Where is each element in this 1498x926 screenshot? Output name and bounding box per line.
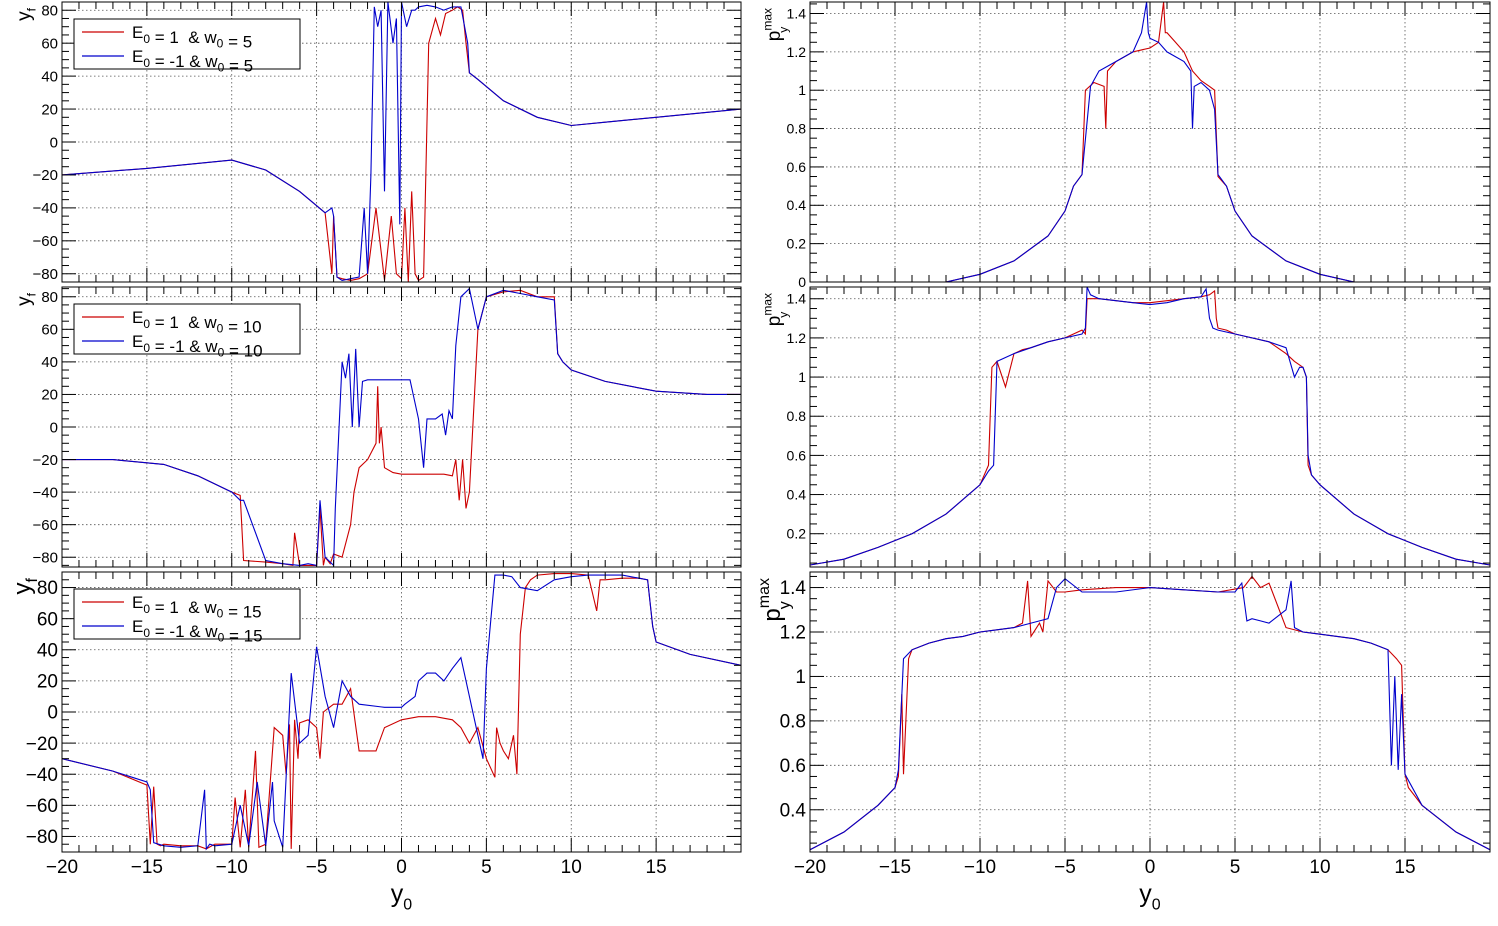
y-tick-label: 1.4 [780, 578, 807, 599]
x-tick-label: 0 [396, 857, 407, 878]
x-tick-label: 15 [1394, 857, 1415, 878]
series-line-blue [62, 287, 741, 567]
series-line-blue [810, 287, 1490, 566]
y-tick-label: 0 [50, 134, 58, 151]
legend: E0 = 1 & w0 = 5E0 = -1 & w0 = 5 [73, 18, 301, 76]
y-tick-label: 1 [798, 369, 806, 385]
legend-entry: E0 = -1 & w0 = 15 [132, 617, 263, 646]
series-line-blue [62, 2, 741, 281]
y-tick-label: 20 [37, 672, 58, 693]
y-tick-label: 20 [41, 387, 58, 404]
legend-entry: E0 = 1 & w0 = 5 [132, 23, 252, 52]
y-tick-label: 0.2 [787, 526, 807, 542]
y-axis-label: yf [14, 7, 39, 21]
y-tick-label: 1.2 [787, 330, 807, 346]
y-axis-label: yf [9, 577, 41, 594]
x-tick-label: −15 [131, 857, 163, 878]
y-tick-label: 0.8 [780, 712, 806, 733]
y-tick-label: 0.8 [787, 408, 807, 424]
y-tick-label: 60 [41, 35, 58, 52]
y-tick-label: −20 [33, 167, 58, 184]
series-line-blue [945, 2, 1355, 282]
y-tick-label: −40 [26, 765, 58, 786]
y-tick-label: 0 [47, 703, 58, 724]
x-axis-label: y0 [391, 880, 413, 914]
y-tick-label: 1.2 [780, 623, 806, 644]
y-tick-label: 1.2 [787, 44, 807, 60]
legend-entry: E0 = -1 & w0 = 5 [132, 47, 253, 76]
y-axis-label: pmax y [760, 293, 790, 326]
series-line-blue [810, 577, 1490, 851]
series-line-blue [62, 574, 741, 851]
x-tick-label: 0 [1145, 857, 1156, 878]
y-tick-label: 0.6 [787, 159, 807, 175]
y-tick-label: −80 [33, 266, 58, 283]
x-axis-label: y0 [1139, 880, 1161, 914]
y-tick-label: 40 [41, 354, 58, 371]
y-tick-label: 0.8 [787, 120, 807, 136]
y-tick-label: 0 [50, 419, 58, 436]
y-tick-label: −80 [33, 549, 58, 566]
y-axis-label: pmax y [756, 578, 793, 622]
x-tick-label: −5 [306, 857, 328, 878]
x-tick-label: 5 [1230, 857, 1241, 878]
x-tick-label: −20 [794, 857, 826, 878]
y-axis-label: yf [14, 292, 39, 306]
y-tick-label: 40 [41, 68, 58, 85]
x-tick-label: 15 [646, 857, 667, 878]
x-tick-label: −15 [879, 857, 911, 878]
y-tick-label: −60 [33, 517, 58, 534]
legend-entry: E0 = 1 & w0 = 10 [132, 308, 262, 337]
x-tick-label: −10 [216, 857, 248, 878]
y-tick-label: −20 [26, 734, 58, 755]
y-tick-label: 40 [37, 640, 58, 661]
y-tick-label: 0.6 [787, 447, 807, 463]
y-tick-label: 0.4 [787, 197, 807, 213]
y-tick-label: 0.6 [780, 756, 806, 777]
y-axis-label: pmax y [760, 8, 790, 41]
legend-entry: E0 = 1 & w0 = 15 [132, 593, 262, 622]
legend-entry: E0 = -1 & w0 = 10 [132, 332, 263, 361]
x-tick-label: 10 [561, 857, 582, 878]
legend-box [73, 18, 301, 70]
y-tick-label: 1 [795, 667, 806, 688]
legend-box [73, 303, 301, 355]
y-tick-label: −20 [33, 452, 58, 469]
x-tick-label: 5 [481, 857, 492, 878]
x-tick-label: −20 [46, 857, 78, 878]
x-tick-label: 10 [1309, 857, 1330, 878]
y-tick-label: 80 [41, 289, 58, 306]
legend-box [73, 588, 301, 640]
y-tick-label: 0.4 [780, 800, 807, 821]
x-tick-label: −5 [1054, 857, 1076, 878]
x-tick-label: −10 [964, 857, 996, 878]
y-tick-label: −40 [33, 200, 58, 217]
y-tick-label: 80 [37, 578, 58, 599]
y-tick-label: 20 [41, 101, 58, 118]
y-tick-label: 1 [798, 82, 806, 98]
y-tick-label: 1.4 [787, 5, 807, 21]
y-tick-label: 0 [798, 274, 806, 290]
y-tick-label: 1.4 [787, 291, 807, 307]
y-tick-label: 0.2 [787, 236, 807, 252]
y-tick-label: 60 [37, 609, 58, 630]
y-tick-label: −40 [33, 484, 58, 501]
y-tick-label: 0.4 [787, 486, 807, 502]
y-tick-label: −60 [33, 233, 58, 250]
y-tick-label: −60 [26, 796, 58, 817]
chart-left-bottom: −20 −15 −10 −5 0 5 10 15 −80 −60 −40 −20 0 20 40 60 80yf… [9, 571, 742, 914]
y-tick-label: −80 [26, 827, 58, 848]
y-tick-label: 80 [41, 2, 58, 19]
y-tick-label: 60 [41, 322, 58, 339]
